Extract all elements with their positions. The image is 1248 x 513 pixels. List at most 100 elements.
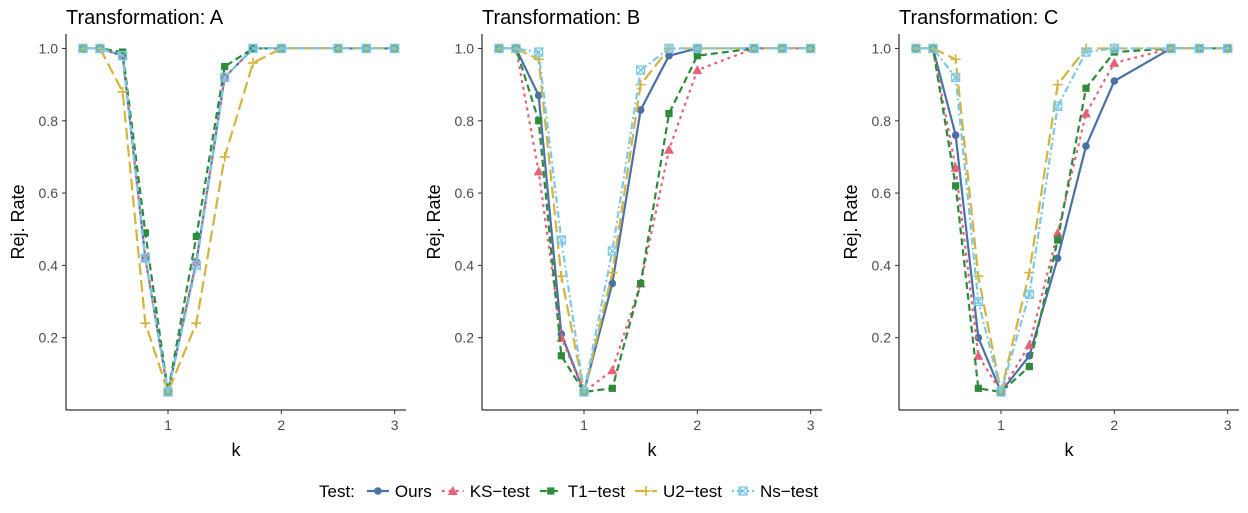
legend-key-marker — [738, 486, 748, 496]
data-point — [95, 43, 105, 54]
y-tick-label: 1.0 — [872, 40, 892, 56]
data-point — [973, 271, 984, 282]
data-point — [141, 229, 149, 237]
data-point — [950, 54, 961, 65]
legend-item-ns-test: Ns−test — [732, 482, 818, 501]
y-tick-label: 0.6 — [455, 185, 475, 201]
data-point — [1081, 108, 1091, 118]
data-point — [1052, 227, 1063, 237]
data-point — [140, 318, 151, 329]
legend-key-marker — [640, 486, 651, 496]
data-point — [1194, 43, 1204, 54]
data-point — [534, 47, 544, 57]
y-tick-label: 0.2 — [39, 330, 59, 346]
data-point — [973, 296, 983, 307]
data-point — [1053, 254, 1062, 262]
x-axis-title: k — [1065, 440, 1075, 460]
data-point — [556, 235, 566, 245]
data-point — [608, 384, 616, 392]
series-line — [916, 47, 1228, 394]
data-point — [607, 365, 618, 375]
data-point — [637, 279, 645, 288]
data-point — [1082, 142, 1090, 150]
y-tick-label: 1.0 — [455, 40, 475, 56]
series-ns-test — [494, 43, 816, 397]
x-tick-label: 1 — [164, 417, 172, 433]
data-point — [390, 43, 400, 54]
legend-item-t1-test: T1−test — [539, 482, 625, 501]
data-point — [636, 65, 646, 75]
y-tick-label: 0.8 — [872, 113, 892, 129]
legend-label: KS−test — [470, 482, 530, 501]
data-point — [951, 131, 960, 140]
data-point — [1024, 339, 1035, 349]
y-tick-label: 0.2 — [872, 330, 892, 346]
panel-title: Transformation: C — [899, 7, 1058, 29]
x-tick-label: 3 — [391, 417, 399, 433]
data-point — [749, 43, 759, 54]
data-point — [665, 51, 673, 60]
data-point — [1110, 77, 1119, 85]
y-tick-label: 0.8 — [39, 113, 59, 129]
legend-key-marker — [547, 487, 555, 495]
series-line — [916, 47, 1228, 394]
data-point — [1082, 84, 1090, 92]
data-point — [951, 72, 961, 83]
x-tick-label: 3 — [1224, 417, 1232, 433]
y-tick-label: 0.4 — [455, 257, 475, 273]
data-point — [511, 43, 521, 54]
legend: Test: Ours KS−test T1−test U2−test Ns−test — [319, 482, 818, 501]
data-point — [777, 43, 787, 54]
data-point — [1054, 236, 1062, 244]
data-point — [1053, 101, 1063, 111]
legend-item-u2-test: U2−test — [634, 482, 722, 501]
data-point — [534, 91, 543, 100]
series-ns-test — [911, 43, 1233, 397]
legend-label: Ours — [395, 482, 432, 501]
legend-label: U2−test — [663, 482, 722, 501]
x-axis-title: k — [232, 440, 242, 460]
data-point — [1109, 43, 1119, 54]
data-point — [556, 271, 567, 282]
data-point — [276, 43, 286, 54]
series-ns-test — [78, 43, 400, 397]
data-point — [664, 144, 674, 154]
y-axis-title: Rej. Rate — [841, 184, 861, 259]
data-point — [693, 52, 701, 60]
series-line — [916, 47, 1228, 394]
data-point — [635, 79, 646, 90]
data-point — [665, 109, 673, 118]
data-point — [692, 65, 703, 75]
data-point — [952, 182, 960, 190]
y-axis-title: Rej. Rate — [8, 184, 28, 259]
panel-2: Transformation: B 0.2 0.4 0.6 0.8 1.0 1 2 3 k Rej.… — [424, 7, 822, 460]
data-point — [1223, 43, 1233, 54]
legend-title: Test: — [319, 482, 355, 501]
y-tick-label: 0.6 — [39, 185, 59, 201]
data-point — [533, 166, 544, 176]
data-point — [1166, 43, 1176, 54]
data-point — [996, 387, 1006, 397]
data-point — [950, 162, 961, 172]
data-point — [974, 333, 983, 342]
data-point — [557, 352, 565, 360]
data-point — [928, 43, 938, 54]
x-tick-label: 1 — [997, 417, 1005, 433]
data-point — [140, 253, 150, 263]
data-point — [973, 350, 984, 360]
x-tick-label: 1 — [580, 417, 588, 433]
data-point — [579, 387, 589, 397]
y-tick-label: 1.0 — [39, 40, 59, 56]
legend-label: Ns−test — [760, 482, 818, 501]
data-point — [333, 43, 343, 54]
x-tick-label: 2 — [277, 417, 285, 433]
data-point — [361, 43, 371, 54]
y-tick-label: 0.6 — [872, 185, 892, 201]
data-point — [1025, 363, 1033, 371]
data-point — [220, 72, 230, 83]
data-point — [1024, 289, 1034, 299]
legend-label: T1−test — [568, 482, 625, 501]
data-point — [1081, 47, 1091, 57]
